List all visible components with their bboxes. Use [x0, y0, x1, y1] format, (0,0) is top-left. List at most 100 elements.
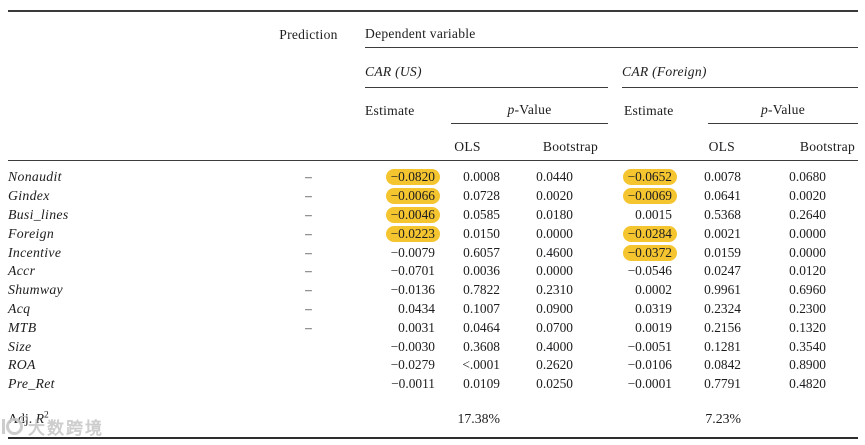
prediction-cell: –	[305, 282, 312, 298]
ols-pvalue-cell-foreign: 0.0842	[704, 357, 741, 373]
highlight-marker: −0.0066	[385, 188, 440, 205]
bootstrap-pvalue-cell-foreign: 0.8900	[789, 357, 826, 373]
pvalue-header-us: p -Value	[451, 88, 608, 124]
adjusted-r2-row: Adj. R2 17.38% 7.23%	[8, 402, 858, 430]
ols-pvalue-cell-foreign: 0.0641	[704, 188, 741, 204]
ols-pvalue-cell-foreign: 0.0078	[704, 169, 741, 185]
watermark: 大数跨境	[2, 415, 104, 439]
bootstrap-pvalue-cell-us: 0.2310	[536, 282, 573, 298]
bootstrap-pvalue-cell-foreign: 0.1320	[789, 319, 826, 335]
bootstrap-pvalue-cell-us: 0.0020	[536, 188, 573, 204]
bootstrap-pvalue-cell-us: 0.0000	[536, 263, 573, 279]
bootstrap-pvalue-cell-us: 0.0900	[536, 300, 573, 316]
estimate-cell-foreign: −0.0372	[622, 244, 677, 261]
prediction-cell: –	[305, 244, 312, 260]
estimate-cell-foreign: 0.0015	[635, 206, 672, 222]
table-row: Shumway – −0.0136 0.7822 0.2310 0.0002 0.9961 0…	[8, 281, 858, 300]
bootstrap-header-foreign: Bootstrap	[799, 139, 855, 154]
estimate-cell-us: −0.0066	[357, 188, 440, 205]
ols-pvalue-cell-us: 0.0585	[463, 206, 500, 222]
estimate-cell-us: −0.0136	[390, 282, 435, 298]
prediction-cell: –	[305, 263, 312, 279]
pvalue-rest: -Value	[514, 102, 552, 117]
prediction-cell: –	[305, 300, 312, 316]
prediction-header: Prediction	[279, 27, 338, 42]
highlight-marker: −0.0069	[622, 188, 677, 205]
ols-pvalue-cell-us: 0.1007	[463, 300, 500, 316]
header-row-2: CAR (US) CAR (Foreign)	[8, 48, 858, 88]
row-label: Size	[8, 338, 32, 354]
header-row-4: OLS Bootstrap OLS Bootstrap	[8, 124, 858, 160]
watermark-logo-icon	[2, 415, 27, 435]
table-header: Prediction Dependent variable CAR (US) C…	[8, 12, 858, 161]
ols-pvalue-cell-foreign: 0.2156	[704, 319, 741, 335]
table-row: Nonaudit – −0.0820 0.0008 0.0440 −0.0652 0.007…	[8, 168, 858, 187]
estimate-cell-us: −0.0223	[357, 225, 440, 242]
ols-pvalue-cell-foreign: 0.0247	[704, 263, 741, 279]
pvalue-p-letter: p	[507, 102, 515, 117]
estimate-cell-us: −0.0820	[357, 169, 440, 186]
row-label: Busi_lines	[8, 206, 69, 222]
ols-pvalue-cell-us: 0.0150	[463, 225, 500, 241]
row-label: Pre_Ret	[8, 376, 55, 392]
estimate-cell-us: −0.0046	[357, 206, 440, 223]
estimate-cell-foreign: 0.0002	[635, 282, 672, 298]
bootstrap-pvalue-cell-foreign: 0.0000	[789, 225, 826, 241]
ols-pvalue-cell-foreign: 0.7791	[704, 376, 741, 392]
row-label: Accr	[8, 263, 36, 279]
row-label: Nonaudit	[8, 169, 62, 185]
row-label: ROA	[8, 357, 36, 373]
table-row: Size −0.0030 0.3608 0.4000 −0.0051 0.1281 0.35…	[8, 337, 858, 356]
bootstrap-pvalue-cell-us: 0.0440	[536, 169, 573, 185]
table-row: MTB – 0.0031 0.0464 0.0700 0.0019 0.2156 0.1320	[8, 318, 858, 337]
table-row: Pre_Ret −0.0011 0.0109 0.0250 −0.0001 0.7791 0…	[8, 375, 858, 394]
row-label: Foreign	[8, 225, 55, 241]
bootstrap-pvalue-cell-foreign: 0.0000	[789, 244, 826, 260]
bootstrap-pvalue-cell-foreign: 0.2640	[789, 206, 826, 222]
ols-pvalue-cell-us: 0.0464	[463, 319, 500, 335]
prediction-cell: –	[305, 188, 312, 204]
estimate-cell-us: 0.0031	[398, 319, 435, 335]
estimate-cell-foreign: −0.0284	[622, 225, 677, 242]
ols-header-us: OLS	[454, 139, 481, 154]
bootstrap-header-us: Bootstrap	[542, 139, 598, 154]
prediction-cell: –	[305, 206, 312, 222]
highlight-marker: −0.0046	[385, 206, 440, 223]
ols-pvalue-cell-us: 0.3608	[463, 338, 500, 354]
estimate-header-us: Estimate	[365, 103, 415, 118]
ols-pvalue-cell-us: 0.7822	[463, 282, 500, 298]
estimate-cell-foreign: 0.0319	[635, 300, 672, 316]
bootstrap-pvalue-cell-foreign: 0.0020	[789, 188, 826, 204]
estimate-cell-foreign: −0.0546	[627, 263, 672, 279]
estimate-cell-us: −0.0701	[390, 263, 435, 279]
ols-pvalue-cell-us: 0.0008	[463, 169, 500, 185]
dependent-variable-header: Dependent variable	[365, 12, 858, 48]
table-row: Busi_lines – −0.0046 0.0585 0.0180 0.0015 0.53…	[8, 206, 858, 225]
pvalue-header-foreign: p -Value	[708, 88, 858, 124]
bootstrap-pvalue-cell-foreign: 0.3540	[789, 338, 826, 354]
highlight-marker: −0.0372	[622, 244, 677, 261]
bootstrap-pvalue-cell-foreign: 0.6960	[789, 282, 826, 298]
estimate-cell-us: −0.0079	[390, 244, 435, 260]
table-body: Nonaudit – −0.0820 0.0008 0.0440 −0.0652 0.007…	[8, 161, 858, 394]
ols-pvalue-cell-us: 0.0036	[463, 263, 500, 279]
estimate-cell-foreign: −0.0051	[627, 338, 672, 354]
bootstrap-pvalue-cell-us: 0.4600	[536, 244, 573, 260]
bootstrap-pvalue-cell-foreign: 0.2300	[789, 300, 826, 316]
highlight-marker: −0.0223	[385, 225, 440, 242]
estimate-cell-foreign: −0.0001	[627, 376, 672, 392]
ols-header-foreign: OLS	[708, 139, 735, 154]
regression-results-table: Prediction Dependent variable CAR (US) C…	[8, 10, 858, 439]
watermark-text: 大数跨境	[28, 418, 104, 439]
estimate-cell-us: 0.0434	[398, 300, 435, 316]
adjusted-r2-value-us: 17.38%	[457, 410, 500, 426]
ols-pvalue-cell-foreign: 0.5368	[704, 206, 741, 222]
row-label: MTB	[8, 319, 37, 335]
highlight-marker: −0.0652	[622, 169, 677, 186]
bootstrap-pvalue-cell-us: 0.0700	[536, 319, 573, 335]
ols-pvalue-cell-foreign: 0.1281	[704, 338, 741, 354]
pvalue-rest: -Value	[768, 102, 806, 117]
ols-pvalue-cell-foreign: 0.9961	[704, 282, 741, 298]
estimate-cell-foreign: −0.0106	[627, 357, 672, 373]
